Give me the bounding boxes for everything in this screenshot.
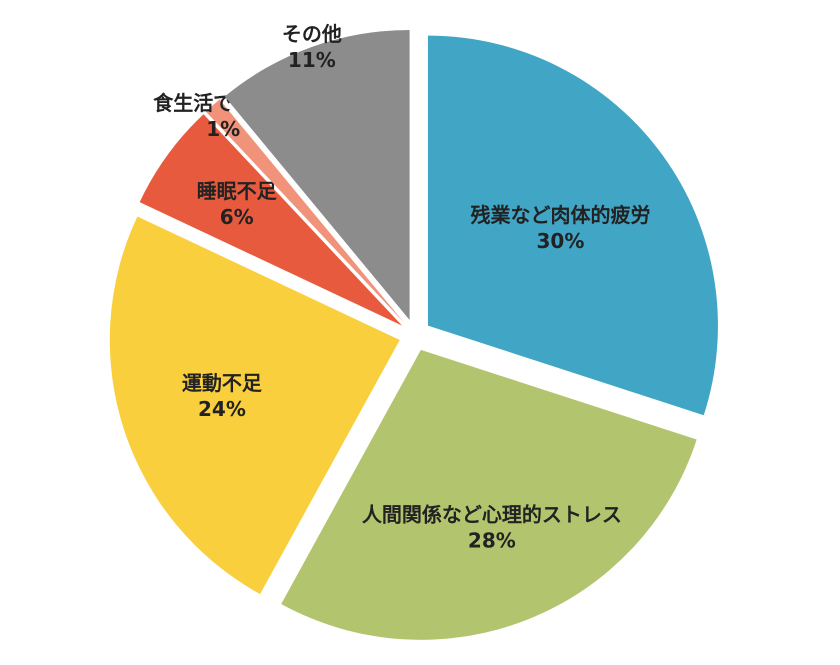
pie-slice bbox=[281, 349, 697, 640]
slice-label: 人間関係など心理的ストレス bbox=[362, 503, 622, 527]
slice-value-label: 1% bbox=[206, 117, 240, 141]
slice-label: 睡眠不足 bbox=[197, 179, 278, 203]
slice-value-label: 28% bbox=[468, 529, 516, 553]
pie-slice bbox=[139, 114, 403, 326]
slice-value-label: 11% bbox=[288, 48, 336, 72]
slice-value-label: 24% bbox=[198, 397, 246, 421]
pie-slice bbox=[109, 216, 400, 595]
slice-label: 運動不足 bbox=[182, 371, 263, 395]
pie-slice bbox=[224, 29, 410, 320]
slice-value-label: 30% bbox=[537, 229, 585, 253]
slice-label: 残業など肉体的疲労 bbox=[470, 203, 650, 227]
slice-label: その他 bbox=[282, 22, 342, 46]
pie-slice bbox=[427, 35, 718, 416]
slice-value-label: 6% bbox=[220, 205, 254, 229]
pie-slice bbox=[205, 99, 405, 323]
